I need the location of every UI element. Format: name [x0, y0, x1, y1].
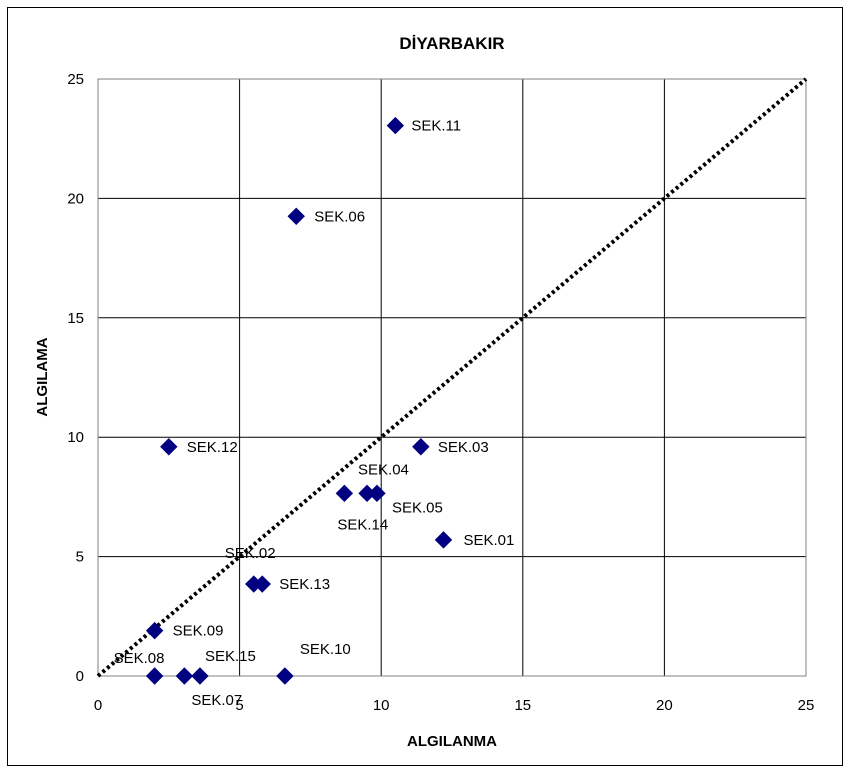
y-axis-label: ALGILAMA — [34, 337, 51, 416]
point-label: SEK.13 — [279, 576, 330, 593]
reference-diagonal-line — [96, 77, 808, 678]
data-point-marker — [160, 438, 178, 456]
x-axis-ticks: 0 5 10 15 20 25 — [94, 697, 815, 714]
x-tick-label: 20 — [656, 697, 673, 714]
data-point-marker — [145, 667, 164, 685]
x-axis-label: ALGILANMA — [407, 733, 497, 750]
y-axis-ticks: 0 5 10 15 20 25 — [67, 71, 84, 685]
x-tick-label: 15 — [514, 697, 531, 714]
y-tick-label: 10 — [67, 429, 84, 446]
point-label: SEK.02 — [225, 545, 276, 562]
data-point-marker — [412, 438, 430, 456]
x-tick-label: 0 — [94, 697, 102, 714]
point-label: SEK.05 — [392, 499, 443, 516]
point-label: SEK.14 — [337, 516, 388, 533]
x-tick-label: 5 — [235, 697, 243, 714]
point-labels: SEK.01 SEK.02 SEK.03 SEK.04 SEK.05 SEK.06 SEK.… — [114, 118, 515, 709]
data-point-marker — [434, 531, 453, 549]
data-point-marker — [287, 207, 305, 226]
point-label: SEK.09 — [173, 623, 224, 640]
point-label: SEK.12 — [187, 439, 238, 456]
data-point-marker — [253, 575, 271, 593]
data-point-marker — [175, 667, 194, 685]
data-point-marker — [145, 621, 164, 640]
data-point-marker — [335, 484, 354, 503]
y-tick-label: 15 — [67, 310, 84, 327]
x-tick-label: 10 — [373, 697, 390, 714]
data-points — [145, 116, 453, 685]
data-point-marker — [276, 667, 294, 685]
point-label: SEK.07 — [191, 692, 242, 709]
y-tick-label: 25 — [67, 71, 84, 88]
y-tick-label: 0 — [76, 668, 84, 685]
y-tick-label: 20 — [67, 190, 84, 207]
point-label: SEK.10 — [300, 641, 351, 658]
point-label: SEK.04 — [358, 461, 409, 478]
data-point-marker — [191, 667, 209, 685]
point-label: SEK.08 — [114, 650, 165, 667]
x-tick-label: 25 — [798, 697, 815, 714]
point-label: SEK.01 — [464, 532, 515, 549]
gridlines — [98, 79, 806, 676]
point-label: SEK.06 — [314, 208, 365, 225]
y-tick-label: 5 — [76, 549, 84, 566]
data-point-marker — [386, 116, 405, 135]
point-label: SEK.11 — [411, 118, 461, 135]
point-label: SEK.03 — [438, 439, 489, 456]
data-point-marker — [368, 484, 386, 503]
plot-border — [97, 78, 807, 677]
chart-title: DİYARBAKIR — [399, 34, 504, 53]
point-label: SEK.15 — [205, 648, 256, 665]
